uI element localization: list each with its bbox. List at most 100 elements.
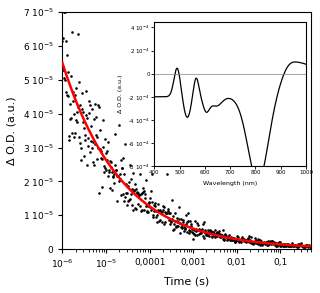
Point bbox=[164, 211, 169, 215]
Point bbox=[70, 98, 76, 103]
Point bbox=[163, 210, 168, 215]
Point bbox=[161, 204, 166, 208]
Point bbox=[182, 226, 188, 230]
Point bbox=[300, 244, 305, 249]
Point bbox=[96, 105, 101, 109]
Point bbox=[280, 242, 285, 247]
Point bbox=[179, 217, 184, 222]
Point bbox=[68, 74, 74, 79]
Point bbox=[232, 236, 237, 241]
Point bbox=[294, 245, 300, 249]
Point bbox=[140, 190, 145, 194]
Point bbox=[174, 224, 180, 229]
Point bbox=[167, 221, 172, 226]
Point bbox=[161, 204, 166, 209]
Point bbox=[122, 172, 127, 177]
Point bbox=[240, 234, 245, 239]
Point bbox=[156, 208, 161, 213]
Point bbox=[157, 207, 162, 212]
Point bbox=[255, 242, 260, 246]
Point bbox=[250, 240, 255, 245]
Point bbox=[157, 217, 163, 222]
Point bbox=[306, 244, 311, 249]
Point bbox=[211, 232, 216, 237]
Point bbox=[141, 207, 146, 212]
Point bbox=[111, 181, 116, 186]
Point bbox=[238, 238, 243, 243]
Point bbox=[76, 105, 81, 110]
Point bbox=[223, 233, 228, 237]
Point bbox=[133, 187, 139, 191]
Point bbox=[117, 171, 122, 176]
Point bbox=[147, 201, 152, 206]
Point bbox=[229, 238, 234, 243]
Point bbox=[151, 202, 156, 207]
Point bbox=[162, 220, 167, 224]
Point bbox=[168, 220, 173, 225]
Point bbox=[139, 209, 144, 214]
Point bbox=[185, 219, 190, 224]
Point bbox=[110, 174, 115, 179]
Point bbox=[243, 238, 248, 243]
Point bbox=[144, 204, 149, 209]
Point bbox=[289, 244, 294, 248]
Point bbox=[209, 229, 214, 234]
Point bbox=[222, 231, 228, 236]
Point bbox=[65, 92, 70, 97]
Point bbox=[297, 243, 302, 248]
Point bbox=[246, 234, 251, 239]
Point bbox=[150, 213, 155, 218]
Point bbox=[201, 234, 206, 238]
Point bbox=[259, 242, 264, 247]
Point bbox=[138, 192, 143, 196]
Point bbox=[148, 207, 154, 212]
Point bbox=[182, 225, 187, 229]
Point bbox=[162, 222, 167, 227]
Point bbox=[219, 234, 224, 239]
Point bbox=[248, 239, 253, 243]
Point bbox=[285, 243, 290, 248]
Point bbox=[300, 244, 305, 249]
Point bbox=[102, 165, 107, 170]
Point bbox=[85, 135, 90, 140]
Point bbox=[227, 236, 232, 241]
Point bbox=[66, 137, 71, 142]
Point bbox=[264, 240, 269, 245]
Point bbox=[128, 197, 133, 202]
Point bbox=[148, 189, 153, 194]
Point bbox=[130, 186, 135, 191]
Point bbox=[215, 231, 220, 235]
Point bbox=[300, 243, 306, 248]
Point bbox=[150, 215, 156, 220]
Point bbox=[220, 232, 225, 237]
Point bbox=[242, 238, 247, 242]
Point bbox=[69, 130, 75, 135]
Point bbox=[204, 231, 210, 236]
Point bbox=[192, 218, 197, 223]
Point bbox=[153, 204, 158, 208]
Point bbox=[75, 31, 80, 36]
Point bbox=[61, 36, 66, 40]
Point bbox=[114, 173, 119, 178]
Point bbox=[189, 222, 194, 226]
Point bbox=[201, 219, 206, 224]
Point bbox=[214, 234, 219, 238]
Point bbox=[106, 168, 111, 172]
Point bbox=[299, 243, 304, 247]
Point bbox=[128, 192, 133, 197]
Point bbox=[103, 136, 108, 141]
Point bbox=[308, 244, 313, 249]
Point bbox=[104, 168, 109, 172]
Point bbox=[198, 229, 204, 233]
Point bbox=[269, 238, 274, 243]
Point bbox=[233, 239, 238, 244]
Point bbox=[88, 139, 93, 144]
Point bbox=[273, 240, 278, 245]
Point bbox=[222, 238, 227, 242]
Point bbox=[283, 243, 288, 248]
Point bbox=[254, 241, 259, 246]
Point bbox=[210, 234, 215, 238]
Point bbox=[100, 156, 105, 161]
Point bbox=[64, 90, 69, 94]
Point bbox=[250, 242, 255, 247]
